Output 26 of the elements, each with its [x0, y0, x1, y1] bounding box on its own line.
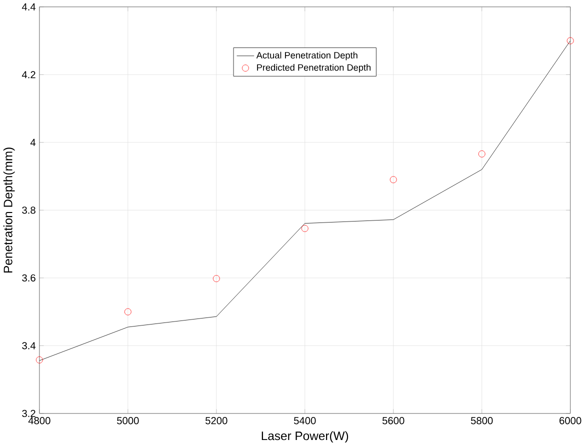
y-axis-title: Penetration Depth(mm) — [3, 148, 15, 272]
point — [124, 308, 132, 316]
point — [390, 176, 397, 184]
legend-label: Actual Penetration Depth — [256, 52, 358, 60]
y-tick-label: 4.2 — [22, 71, 36, 78]
x-tick-label: 5200 — [206, 417, 228, 424]
point — [566, 37, 574, 44]
point — [301, 225, 308, 232]
y-tick-label: 3.6 — [22, 274, 36, 282]
x-tick-label: 4800 — [28, 417, 50, 424]
y-tick-label: 3.8 — [22, 206, 36, 214]
point — [212, 275, 220, 282]
y-tick-label: 3.2 — [22, 410, 36, 418]
x-tick-label: 5000 — [117, 417, 139, 424]
y-tick-label: 4.4 — [22, 3, 36, 10]
x-tick-label: 6000 — [560, 417, 582, 424]
x-axis-title: Laser Power(W) — [262, 431, 348, 443]
x-tick-label: 5400 — [294, 417, 316, 424]
line-series — [39, 40, 570, 361]
point — [36, 356, 43, 364]
y-tick-label: 4 — [30, 138, 36, 146]
y-tick-label: 3.4 — [22, 342, 36, 350]
x-tick-label: 5600 — [382, 417, 404, 424]
legend-label: Predicted Penetration Depth — [257, 64, 371, 73]
x-tick-label: 5800 — [470, 417, 493, 424]
point — [478, 150, 486, 158]
